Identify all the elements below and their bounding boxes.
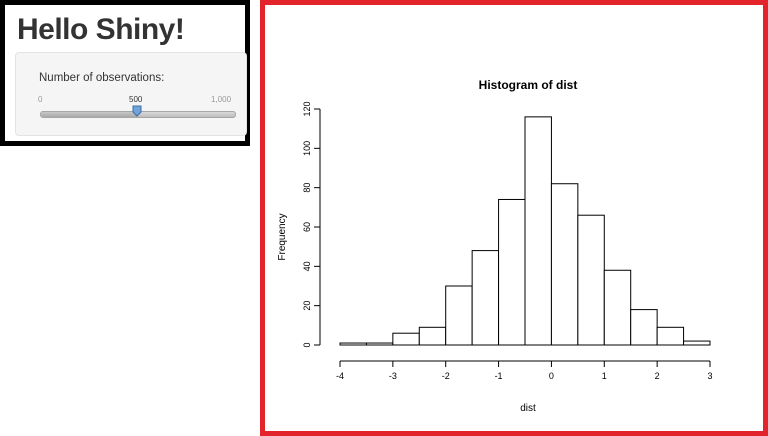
y-tick-label: 80: [302, 183, 312, 193]
y-axis-label: Frequency: [277, 213, 288, 260]
histogram-bar: [418, 326, 447, 346]
histogram-bar: [683, 340, 711, 346]
x-tick-label: -3: [389, 371, 397, 381]
histogram-bar: [603, 269, 632, 346]
y-tick-label: 120: [302, 101, 312, 116]
app-title: Hello Shiny!: [17, 13, 185, 46]
x-tick-label: 3: [707, 371, 712, 381]
histogram-plot-frame: Histogram of dist 0 20 40 60 80 100 120 -4 -3 -2…: [260, 0, 768, 436]
histogram-bar: [577, 214, 605, 346]
chart-title: Histogram of dist: [479, 78, 578, 92]
x-tick-label: 1: [602, 371, 607, 381]
histogram-bar: [365, 342, 394, 346]
y-tick-label: 60: [302, 222, 312, 232]
histogram-bar: [550, 183, 579, 346]
slider-fill: [41, 112, 138, 117]
histogram-bar: [656, 326, 685, 346]
y-tick-label: 100: [302, 141, 312, 156]
slider-handle[interactable]: [132, 105, 142, 117]
histogram-bar: [392, 332, 420, 346]
slider-max-label: 1,000: [211, 95, 232, 104]
x-tick-label: -1: [495, 371, 503, 381]
histogram-bar: [445, 285, 473, 346]
x-axis-label: dist: [520, 403, 536, 414]
slider-label: Number of observations:: [39, 72, 165, 84]
histogram-bar: [339, 342, 367, 346]
slider-well: Number of observations: 0 500 1,000: [15, 52, 247, 136]
sidebar-panel: Hello Shiny! Number of observations: 0 5…: [0, 0, 250, 146]
slider-value-label: 500: [129, 95, 143, 104]
y-tick-label: 20: [302, 301, 312, 311]
y-tick-label: 0: [302, 342, 312, 347]
x-tick-label: -2: [442, 371, 450, 381]
histogram-bar: [630, 309, 658, 346]
histogram-bar: [498, 198, 526, 346]
x-tick-label: 0: [549, 371, 554, 381]
histogram-bar: [524, 116, 552, 346]
slider-min-label: 0: [38, 95, 43, 104]
x-tick-label: 2: [655, 371, 660, 381]
x-tick-label: -4: [336, 371, 344, 381]
histogram-bar: [471, 250, 500, 346]
y-tick-label: 40: [302, 261, 312, 271]
